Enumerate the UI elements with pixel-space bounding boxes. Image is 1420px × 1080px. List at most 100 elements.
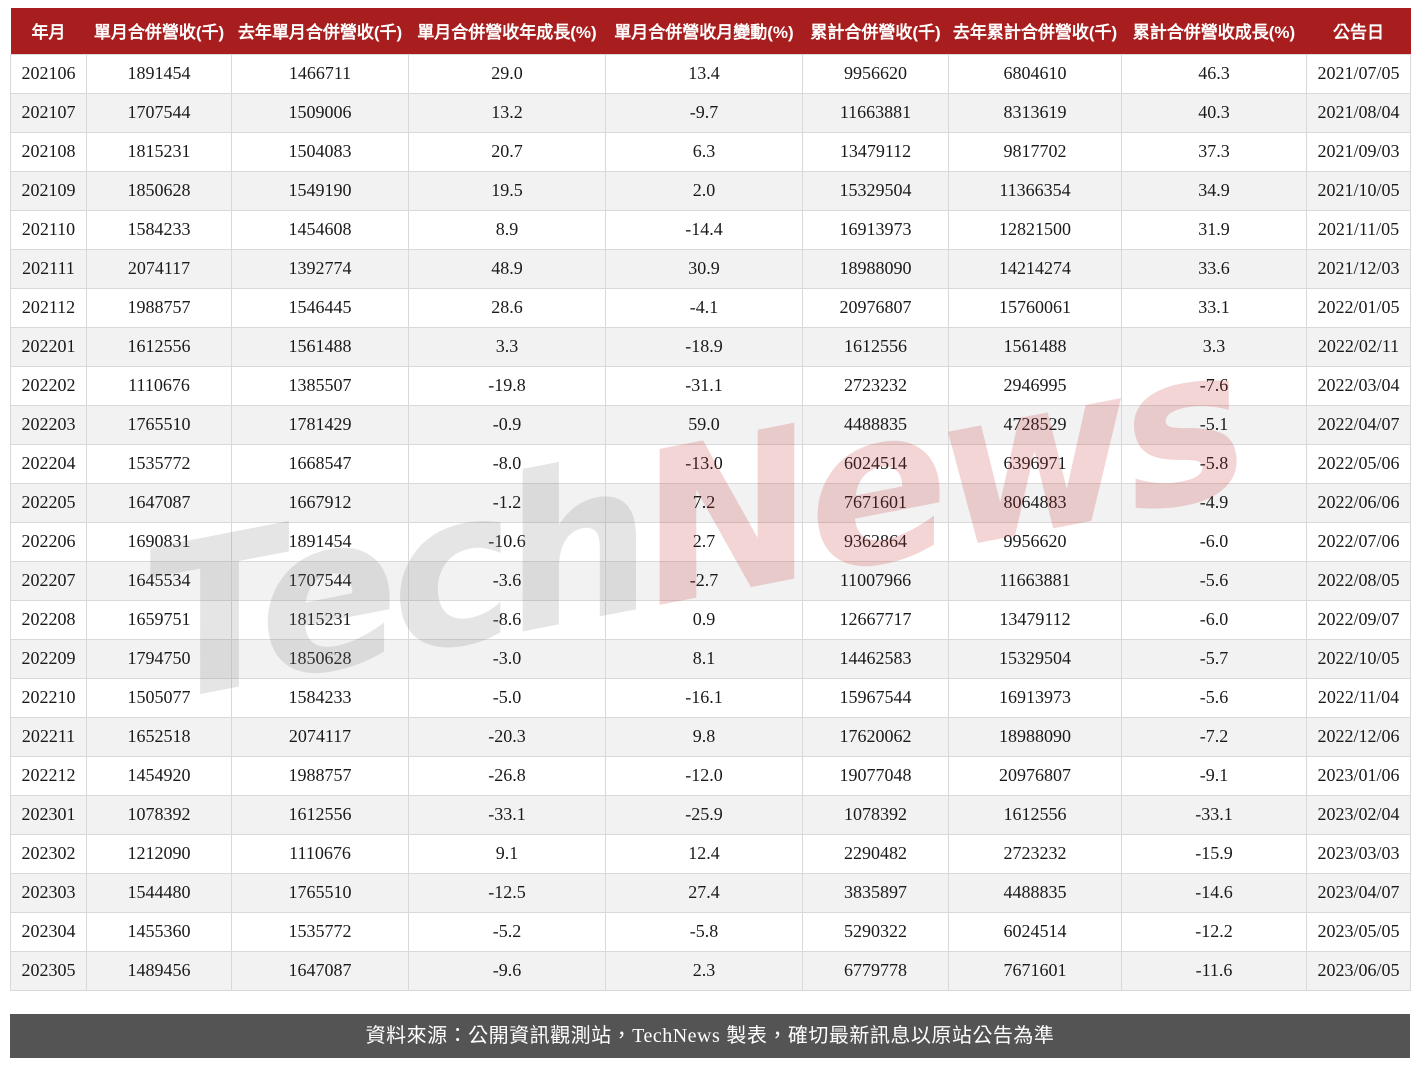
table-cell: -1.2 [408,482,606,523]
table-cell: 202110 [10,209,87,250]
table-cell: 13.2 [408,92,606,133]
table-cell: 1707544 [86,92,232,133]
table-header-row: 年月 單月合併營收(千) 去年單月合併營收(千) 單月合併營收年成長(%) 單月… [10,8,1411,54]
table-cell: 202204 [10,443,87,484]
table-cell: -9.6 [408,950,606,991]
table-cell: -26.8 [408,755,606,796]
table-cell: 202201 [10,326,87,367]
table-row: 202109 1850628 1549190 19.5 2.0 15329504 11366… [10,170,1411,211]
table-cell: 202212 [10,755,87,796]
table-cell: 2946995 [948,365,1122,406]
table-cell: 1110676 [86,365,232,406]
table-cell: 1815231 [86,131,232,172]
column-header-announcement-date: 公告日 [1306,8,1411,54]
table-cell: 8.9 [408,209,606,250]
table-row: 202210 1505077 1584233 -5.0 -16.1 15967544 169… [10,677,1411,718]
table-body: 202106 1891454 1466711 29.0 13.4 9956620 68046… [10,53,1411,991]
column-header-cumulative-revenue: 累計合併營收(千) [802,8,949,54]
table-cell: 1690831 [86,521,232,562]
table-cell: 1392774 [231,248,409,289]
table-cell: 2290482 [802,833,949,874]
table-cell: 1668547 [231,443,409,484]
table-cell: 0.9 [605,599,803,640]
table-cell: 6779778 [802,950,949,991]
table-row: 202202 1110676 1385507 -19.8 -31.1 2723232 294… [10,365,1411,406]
table-row: 202112 1988757 1546445 28.6 -4.1 20976807 1576… [10,287,1411,328]
table-cell: -14.6 [1121,872,1307,913]
table-cell: 1110676 [231,833,409,874]
source-footer-prefix: 資料來源：公開資訊觀測站， [365,1024,633,1047]
table-cell: -10.6 [408,521,606,562]
table-cell: 1707544 [231,560,409,601]
table-cell: -3.0 [408,638,606,679]
table-cell: 1454608 [231,209,409,250]
table-cell: 1466711 [231,53,409,94]
column-header-yoy-growth: 單月合併營收年成長(%) [408,8,606,54]
table-cell: -9.1 [1121,755,1307,796]
table-cell: 202302 [10,833,87,874]
table-cell: 1891454 [86,53,232,94]
table-cell: 202109 [10,170,87,211]
table-cell: 11663881 [948,560,1122,601]
table-cell: -15.9 [1121,833,1307,874]
table-cell: 7671601 [948,950,1122,991]
table-cell: 11366354 [948,170,1122,211]
table-cell: 1612556 [231,794,409,835]
table-cell: 9956620 [948,521,1122,562]
table-cell: 20976807 [802,287,949,328]
table-cell: 202208 [10,599,87,640]
table-cell: 202107 [10,92,87,133]
table-row: 202107 1707544 1509006 13.2 -9.7 11663881 8313… [10,92,1411,133]
table-cell: 202207 [10,560,87,601]
table-cell: 2021/10/05 [1306,170,1411,211]
table-cell: 202210 [10,677,87,718]
table-cell: -25.9 [605,794,803,835]
table-cell: 2074117 [231,716,409,757]
table-cell: 2023/02/04 [1306,794,1411,835]
table-cell: 2074117 [86,248,232,289]
table-cell: 2022/11/04 [1306,677,1411,718]
table-cell: 202112 [10,287,87,328]
table-cell: -19.8 [408,365,606,406]
table-cell: 18988090 [948,716,1122,757]
table-cell: 1612556 [802,326,949,367]
table-cell: 1505077 [86,677,232,718]
table-cell: 2023/06/05 [1306,950,1411,991]
table-cell: 1535772 [231,911,409,952]
table-cell: 5290322 [802,911,949,952]
table-cell: 1988757 [231,755,409,796]
table-cell: 4728529 [948,404,1122,445]
table-cell: 37.3 [1121,131,1307,172]
table-row: 202204 1535772 1668547 -8.0 -13.0 6024514 6396… [10,443,1411,484]
table-cell: 2022/03/04 [1306,365,1411,406]
table-cell: 1667912 [231,482,409,523]
table-cell: -7.2 [1121,716,1307,757]
table-cell: 1212090 [86,833,232,874]
table-cell: 2022/09/07 [1306,599,1411,640]
column-header-cumulative-growth: 累計合併營收成長(%) [1121,8,1307,54]
table-row: 202209 1794750 1850628 -3.0 8.1 14462583 15329… [10,638,1411,679]
table-cell: 15967544 [802,677,949,718]
table-cell: 202211 [10,716,87,757]
table-cell: 1078392 [802,794,949,835]
table-cell: 202303 [10,872,87,913]
table-cell: -14.4 [605,209,803,250]
table-row: 202106 1891454 1466711 29.0 13.4 9956620 68046… [10,53,1411,94]
table-cell: 2.3 [605,950,803,991]
table-cell: 13479112 [802,131,949,172]
table-cell: 1988757 [86,287,232,328]
table-cell: 9956620 [802,53,949,94]
table-cell: -12.2 [1121,911,1307,952]
table-cell: -5.1 [1121,404,1307,445]
table-row: 202301 1078392 1612556 -33.1 -25.9 1078392 161… [10,794,1411,835]
table-cell: 1549190 [231,170,409,211]
table-cell: 1647087 [231,950,409,991]
table-cell: -5.8 [605,911,803,952]
table-cell: 1546445 [231,287,409,328]
table-cell: -5.0 [408,677,606,718]
table-cell: 1509006 [231,92,409,133]
table-cell: 12.4 [605,833,803,874]
table-row: 202206 1690831 1891454 -10.6 2.7 9362864 99566… [10,521,1411,562]
table-cell: 1454920 [86,755,232,796]
table-row: 202211 1652518 2074117 -20.3 9.8 17620062 1898… [10,716,1411,757]
